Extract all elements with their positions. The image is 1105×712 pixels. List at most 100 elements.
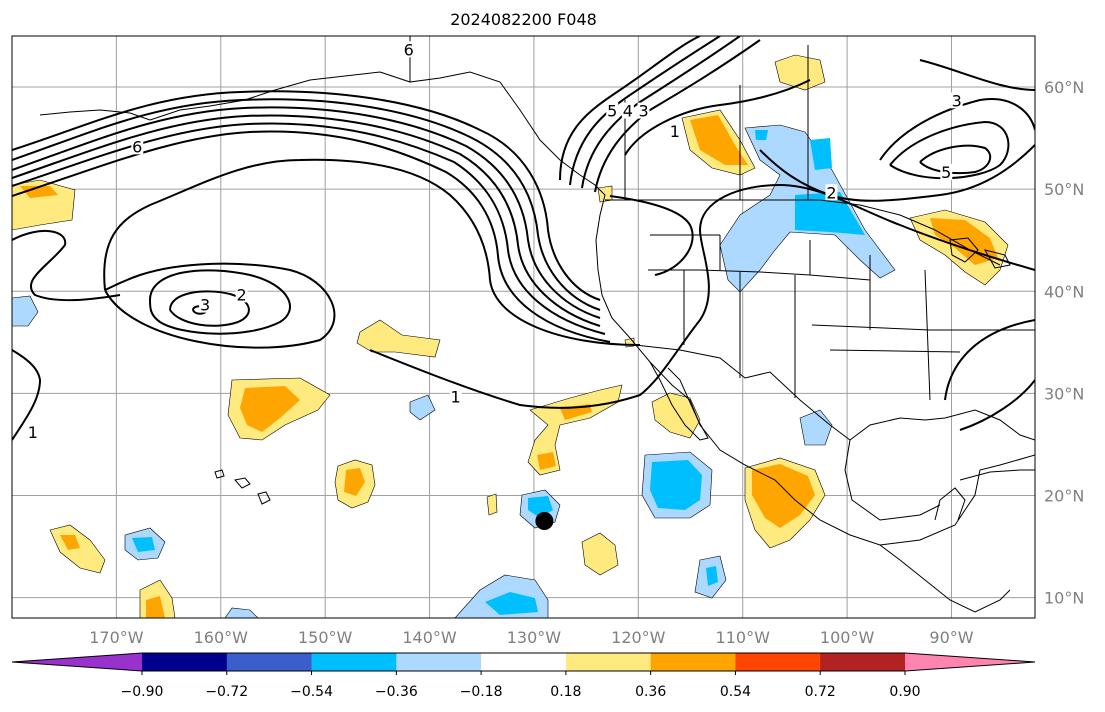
- graticule: [12, 36, 1035, 618]
- latitude-tick-label: 10°N: [1044, 589, 1084, 608]
- contour-line: [919, 59, 1035, 91]
- coastlines-and-borders: [39, 36, 1035, 613]
- aleutian-islands: [39, 109, 151, 121]
- contour-label-background: [637, 102, 650, 119]
- gulf-of-mexico-coast: [849, 409, 1035, 441]
- negative-anomaly-core: [810, 138, 832, 170]
- colorbar-tick-label: 0.18: [550, 684, 581, 700]
- contour-lines: [12, 36, 1035, 441]
- negative-anomaly-area: [409, 394, 436, 421]
- contour-line: [12, 349, 42, 441]
- contour-line: [169, 290, 250, 327]
- contour-line: [959, 379, 1035, 431]
- colorbar-segment: [226, 653, 313, 671]
- latitude-tick-label: 30°N: [1044, 384, 1084, 403]
- us-mexico-border: [634, 344, 851, 441]
- colorbar-tick-label: −0.54: [290, 684, 333, 700]
- contour-label-background: [26, 424, 39, 441]
- positive-anomaly-core: [344, 468, 365, 496]
- longitude-tick-label: 160°W: [194, 628, 249, 647]
- contour-line: [569, 36, 721, 186]
- negative-anomaly-core: [132, 537, 155, 552]
- positive-anomaly-core: [60, 535, 80, 550]
- contour-label: 2: [237, 285, 247, 304]
- contour-line: [879, 98, 1035, 161]
- longitude-tick-label: 110°W: [716, 628, 771, 647]
- map-background: [12, 36, 1035, 618]
- positive-anomaly-area: [486, 493, 498, 516]
- contour-line: [104, 262, 336, 349]
- contour-label: 3: [952, 91, 962, 110]
- anomaly-shading: [12, 54, 1009, 618]
- longitude-tick-label: 150°W: [298, 628, 353, 647]
- colorbar-tick-label: 0.72: [805, 684, 836, 700]
- latitude-tick-label: 60°N: [1044, 78, 1084, 97]
- colorbar-extend-max: [905, 653, 1035, 671]
- contour-label-background: [131, 138, 144, 155]
- storm-marker-layer: [535, 512, 554, 530]
- latitude-tick-label: 40°N: [1044, 282, 1084, 301]
- contour-line: [12, 229, 121, 302]
- colorbar-tick-label: 0.54: [720, 684, 751, 700]
- contour-label: 2: [826, 183, 836, 202]
- contour-label-background: [235, 286, 248, 303]
- map-frame: [11, 35, 1036, 619]
- longitude-tick-label: 170°W: [89, 628, 144, 647]
- contour-label: 1: [451, 387, 461, 406]
- contour-line: [12, 90, 601, 301]
- contour-line: [369, 183, 1035, 409]
- contour-line: [559, 36, 701, 181]
- negative-anomaly-area: [224, 607, 259, 618]
- contour-label-background: [668, 123, 681, 139]
- negative-anomaly-area: [12, 295, 39, 327]
- contour-label-background: [449, 388, 462, 405]
- negative-anomaly-core: [485, 592, 538, 615]
- negative-anomaly-area: [799, 409, 833, 446]
- contour-line: [12, 130, 611, 343]
- negative-anomaly-core: [706, 566, 718, 586]
- contour-label: 6: [132, 137, 142, 156]
- contour-line: [103, 158, 641, 346]
- yucatan: [934, 487, 966, 521]
- positive-anomaly-area: [651, 392, 701, 439]
- contour-line: [12, 106, 601, 319]
- contour-line: [12, 122, 606, 335]
- contour-line: [12, 98, 601, 311]
- north-america-west-coast: [409, 36, 1035, 546]
- map-title: 2024082200 F048: [450, 10, 597, 29]
- positive-anomaly-core: [690, 115, 748, 165]
- latitude-tick-label: 50°N: [1044, 180, 1084, 199]
- positive-anomaly-core: [20, 186, 58, 198]
- contour-line: [581, 36, 741, 189]
- contour-line: [944, 319, 1035, 401]
- negative-anomaly-core: [755, 130, 768, 140]
- contour-label-background: [940, 163, 953, 180]
- negative-anomaly-core: [650, 460, 702, 510]
- latitude-axis: 60°N 50°N 40°N 30°N 20°N 10°N: [1044, 78, 1084, 608]
- colorbar-tick-label: −0.90: [121, 684, 164, 700]
- us-state-lines: [648, 234, 1035, 401]
- colorbar-extend-min: [12, 653, 142, 671]
- hawaiian-islands: [214, 469, 271, 505]
- contour-label: 3: [638, 102, 648, 121]
- contour-line: [624, 79, 811, 156]
- positive-anomaly-area: [774, 54, 826, 91]
- colorbar-tick-label: 0.90: [889, 684, 920, 700]
- colorbar-segment: [142, 653, 228, 671]
- contour-label: 6: [404, 40, 414, 59]
- contour-label: 3: [200, 296, 210, 315]
- positive-anomaly-area: [581, 532, 619, 576]
- contour-label-background: [825, 184, 838, 201]
- latitude-tick-label: 20°N: [1044, 486, 1084, 505]
- colorbar-segment: [565, 653, 652, 671]
- central-america: [879, 544, 1011, 613]
- colorbar-segment: [311, 653, 397, 671]
- contour-label-background: [606, 102, 619, 119]
- colorbar-tick-label: −0.36: [375, 684, 418, 700]
- contour-label: 5: [607, 102, 617, 121]
- cuba: [959, 469, 1035, 481]
- longitude-axis: 170°W 160°W 150°W 140°W 130°W 120°W 110°W 100°W…: [89, 628, 974, 647]
